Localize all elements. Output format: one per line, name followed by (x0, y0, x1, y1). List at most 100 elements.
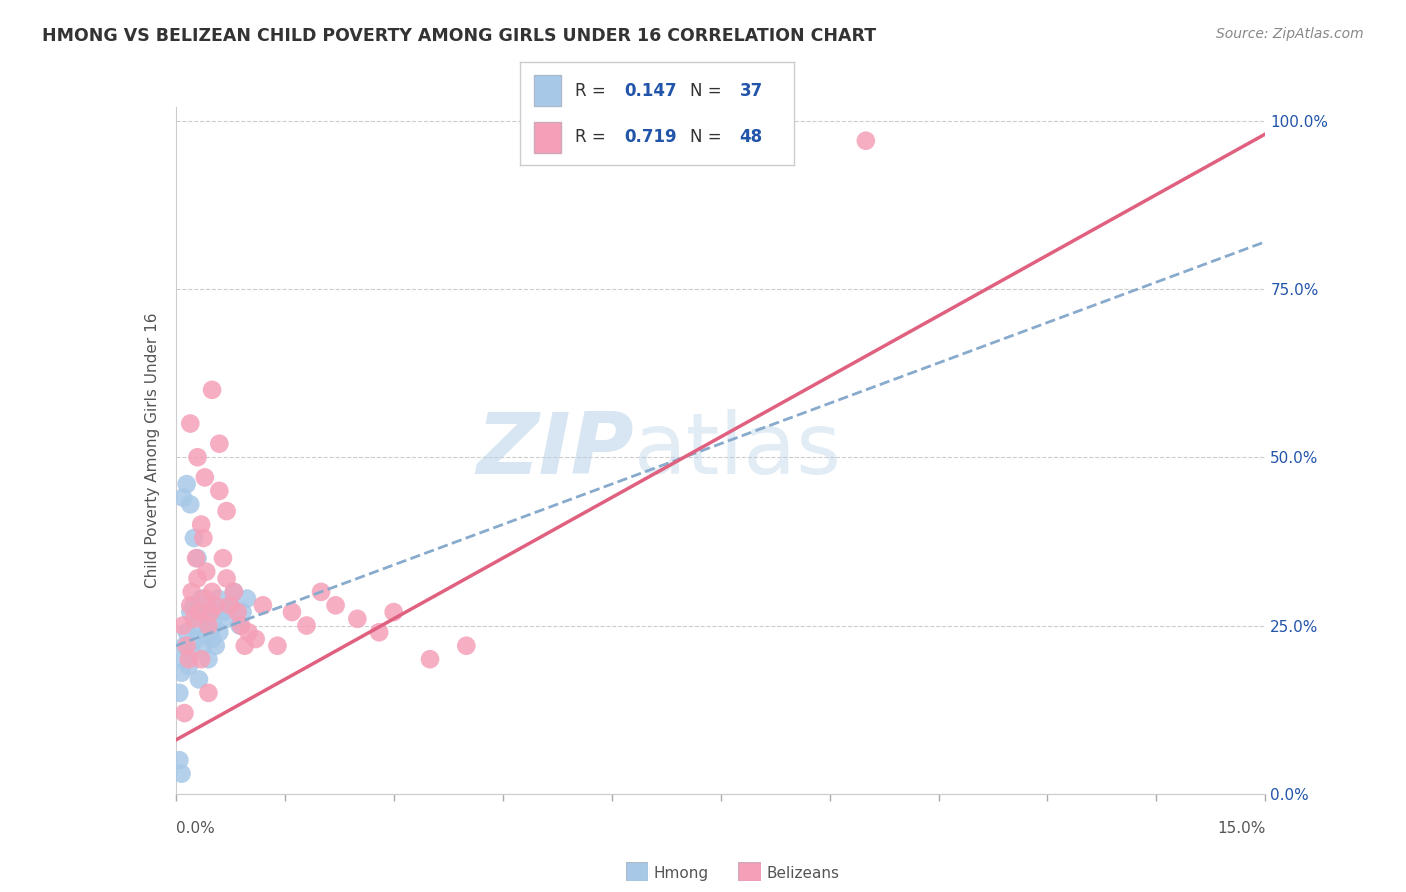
Text: Source: ZipAtlas.com: Source: ZipAtlas.com (1216, 27, 1364, 41)
Point (173, 639, 195, 653)
Point (200, 605, 222, 619)
Text: 0.0%: 0.0% (176, 821, 215, 836)
Point (368, 625, 391, 640)
Point (197, 652, 219, 666)
Point (855, 134, 877, 148)
Point (176, 477, 198, 491)
Point (252, 599, 274, 613)
Point (219, 599, 242, 613)
Point (207, 591, 229, 606)
Point (236, 591, 259, 606)
Point (188, 605, 211, 619)
Point (186, 618, 209, 632)
Bar (534, 122, 561, 153)
Point (173, 706, 195, 720)
Point (456, 639, 478, 653)
Text: atlas: atlas (633, 409, 841, 492)
Point (194, 612, 217, 626)
Point (419, 652, 441, 666)
Point (197, 618, 219, 632)
Point (186, 450, 209, 465)
Point (180, 645, 202, 659)
Point (177, 659, 200, 673)
Point (179, 497, 201, 511)
Point (245, 632, 267, 646)
Point (201, 585, 224, 599)
Point (170, 665, 193, 680)
Text: 37: 37 (740, 82, 763, 100)
Point (231, 618, 253, 632)
Point (176, 625, 198, 640)
Text: HMONG VS BELIZEAN CHILD POVERTY AMONG GIRLS UNDER 16 CORRELATION CHART: HMONG VS BELIZEAN CHILD POVERTY AMONG GI… (42, 27, 876, 45)
Point (186, 551, 209, 566)
Point (215, 571, 238, 585)
Point (212, 605, 235, 619)
Point (183, 599, 205, 613)
Point (215, 612, 238, 626)
Point (188, 673, 211, 687)
Point (208, 625, 231, 640)
Text: 0.719: 0.719 (624, 128, 678, 146)
Point (193, 639, 215, 653)
Point (190, 652, 212, 666)
Point (172, 652, 194, 666)
Point (184, 632, 207, 646)
Point (215, 504, 238, 518)
Point (193, 531, 215, 545)
Point (179, 605, 201, 619)
Point (169, 686, 191, 700)
Point (208, 436, 231, 450)
Point (179, 599, 201, 613)
Point (295, 618, 318, 632)
Point (194, 591, 217, 606)
Point (201, 632, 224, 646)
Point (180, 585, 202, 599)
Y-axis label: Child Poverty Among Girls Under 16: Child Poverty Among Girls Under 16 (145, 313, 160, 588)
Bar (534, 75, 561, 105)
Point (172, 618, 194, 632)
Point (190, 591, 212, 606)
Text: 0.147: 0.147 (624, 82, 678, 100)
Text: R =: R = (575, 128, 612, 146)
Point (176, 639, 198, 653)
Point (183, 531, 205, 545)
Point (208, 483, 231, 498)
Text: N =: N = (690, 128, 727, 146)
Point (183, 612, 205, 626)
Point (202, 618, 225, 632)
Point (325, 599, 347, 613)
Point (309, 585, 332, 599)
Point (201, 383, 224, 397)
Text: Hmong: Hmong (654, 866, 709, 880)
Point (212, 551, 235, 566)
Point (194, 470, 217, 484)
Point (233, 639, 256, 653)
Point (177, 652, 200, 666)
Point (219, 599, 242, 613)
Point (281, 605, 304, 619)
Text: N =: N = (690, 82, 727, 100)
Point (382, 605, 405, 619)
Point (232, 605, 254, 619)
Point (238, 625, 260, 640)
Point (200, 605, 222, 619)
Text: Belizeans: Belizeans (766, 866, 839, 880)
Point (184, 551, 207, 566)
Point (204, 599, 226, 613)
Point (222, 585, 245, 599)
Point (190, 517, 212, 532)
Point (179, 417, 201, 431)
Point (228, 618, 250, 632)
Point (204, 639, 226, 653)
Text: ZIP: ZIP (475, 409, 633, 492)
Point (170, 766, 193, 780)
Text: 15.0%: 15.0% (1218, 821, 1265, 836)
Point (195, 625, 218, 640)
Point (197, 686, 219, 700)
Point (346, 612, 368, 626)
Point (195, 565, 218, 579)
Point (222, 585, 245, 599)
Point (186, 571, 209, 585)
Point (169, 753, 191, 767)
Point (266, 639, 288, 653)
